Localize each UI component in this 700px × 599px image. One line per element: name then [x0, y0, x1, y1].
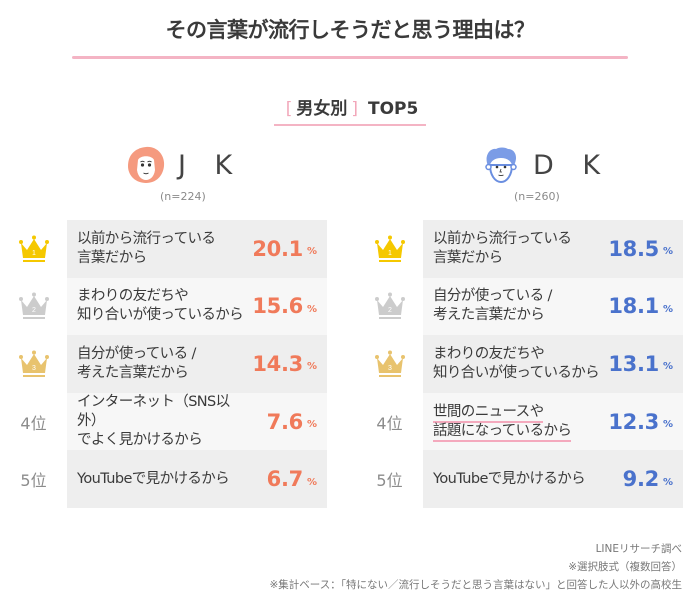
title-divider — [72, 56, 628, 59]
ranking-row: 2 まわりの友だちや 知り合いが使っているから 15.6% — [0, 277, 327, 336]
dk-sample-size: (n=260) — [514, 190, 560, 203]
percentage-value: 15.6 — [252, 294, 303, 319]
percentage-value: 9.2 — [622, 467, 660, 492]
percentage-value: 13.1 — [608, 351, 659, 376]
ranking-row: 3 自分が使っている / 考えた言葉だから 14.3% — [0, 335, 327, 393]
percentage-value: 12.3 — [608, 409, 659, 434]
svg-text:1: 1 — [32, 250, 36, 257]
svg-text:2: 2 — [32, 307, 36, 314]
jk-label: J K — [178, 149, 243, 181]
svg-text:2: 2 — [388, 307, 392, 314]
percent-sign: % — [662, 246, 673, 258]
ranking-row: 1 以前から流行っている 言葉だから 20.1% — [0, 220, 327, 278]
percent-sign: % — [306, 419, 317, 431]
ranking-row: 1 以前から流行っている 言葉だから 18.5% — [356, 220, 683, 278]
reason-text: YouTubeで見かけるから — [77, 470, 230, 487]
rank-label: 5位 — [376, 471, 403, 491]
crown-bronze-icon: 3 — [374, 350, 405, 377]
bracket-close: ] — [351, 99, 358, 119]
base-note: ※集計ベース：「特にない／流行しそうだと思う言葉はない」と回答した人以外の高校生 — [269, 579, 682, 591]
svg-text:3: 3 — [32, 365, 36, 372]
bracket-open: [ — [285, 99, 293, 119]
dk-ranking-list: 1 以前から流行っている 言葉だから 18.5% 2 自分が使っている / 考え… — [356, 220, 683, 508]
page-title: その言葉が流行しそうだと思う理由は？ — [165, 18, 536, 42]
rank-label: 4位 — [20, 413, 47, 433]
percentage-value: 6.7 — [266, 467, 304, 492]
ranking-row: 4位 インターネット（SNS以外） でよく見かけるから 7.6% — [0, 392, 327, 451]
rank-label: 5位 — [20, 471, 47, 491]
reason-text: 自分が使っている / 考えた言葉だから — [433, 288, 552, 324]
jk-header: J K — [126, 140, 242, 190]
percent-sign: % — [306, 361, 317, 373]
percent-sign: % — [306, 303, 317, 315]
reason-text: 以前から流行っている 言葉だから — [433, 230, 572, 266]
subtitle: [男女別] TOP5 — [0, 94, 700, 119]
crown-silver-icon: 2 — [374, 292, 405, 320]
source-note: LINEリサーチ調べ — [595, 543, 682, 555]
reason-text: まわりの友だちや 知り合いが使っているから — [77, 288, 244, 324]
dk-label: D K — [533, 149, 611, 181]
reason-text: インターネット（SNS以外） でよく見かけるから — [77, 394, 230, 449]
subtitle-divider — [274, 124, 426, 126]
girl-face-icon — [128, 146, 165, 183]
jk-ranking-list: 1 以前から流行っている 言葉だから 20.1% 2 まわりの友だちや 知り合い… — [0, 220, 327, 508]
ranking-row: 4位 世間のニュースや 話題になっているから 12.3% — [356, 392, 683, 451]
percent-sign: % — [662, 476, 673, 488]
dk-header: D K — [481, 140, 610, 190]
gender-label: 男女別 — [296, 99, 348, 119]
percentage-value: 14.3 — [252, 351, 303, 376]
ranking-row: 2 自分が使っている / 考えた言葉だから 18.1% — [356, 277, 683, 336]
percent-sign: % — [306, 246, 317, 258]
ranking-row: 5位 YouTubeで見かけるから 9.2% — [356, 450, 683, 508]
percentage-value: 7.6 — [266, 409, 304, 434]
ranking-row: 3 まわりの友だちや 知り合いが使っているから 13.1% — [356, 335, 683, 393]
footnotes: LINEリサーチ調べ ※選択肢式（複数回答） ※集計ベース：「特にない／流行しそ… — [269, 540, 682, 594]
crown-silver-icon: 2 — [18, 292, 49, 320]
format-note: ※選択肢式（複数回答） — [568, 561, 682, 573]
reason-text: まわりの友だちや 知り合いが使っているから — [433, 345, 600, 381]
crown-bronze-icon: 3 — [18, 350, 49, 377]
percent-sign: % — [662, 361, 673, 373]
svg-text:1: 1 — [388, 250, 392, 257]
reason-text: 自分が使っている / 考えた言葉だから — [77, 345, 196, 381]
crown-gold-icon: 1 — [374, 235, 405, 262]
percent-sign: % — [662, 419, 673, 431]
ranking-row: 5位 YouTubeで見かけるから 6.7% — [0, 450, 327, 508]
percentage-value: 20.1 — [252, 236, 303, 261]
top5-label: TOP5 — [367, 99, 419, 119]
reason-text: YouTubeで見かけるから — [433, 470, 586, 487]
percent-sign: % — [306, 476, 317, 488]
percent-sign: % — [662, 303, 673, 315]
svg-text:3: 3 — [388, 365, 392, 372]
rank-label: 4位 — [376, 413, 403, 433]
percentage-value: 18.5 — [608, 236, 659, 261]
percentage-value: 18.1 — [608, 294, 659, 319]
reason-text-highlighted: 世間のニュースや 話題になっているから — [423, 403, 605, 442]
jk-sample-size: (n=224) — [160, 190, 206, 203]
boy-face-icon — [485, 147, 517, 184]
reason-text: 以前から流行っている 言葉だから — [77, 230, 216, 266]
crown-gold-icon: 1 — [18, 235, 49, 262]
